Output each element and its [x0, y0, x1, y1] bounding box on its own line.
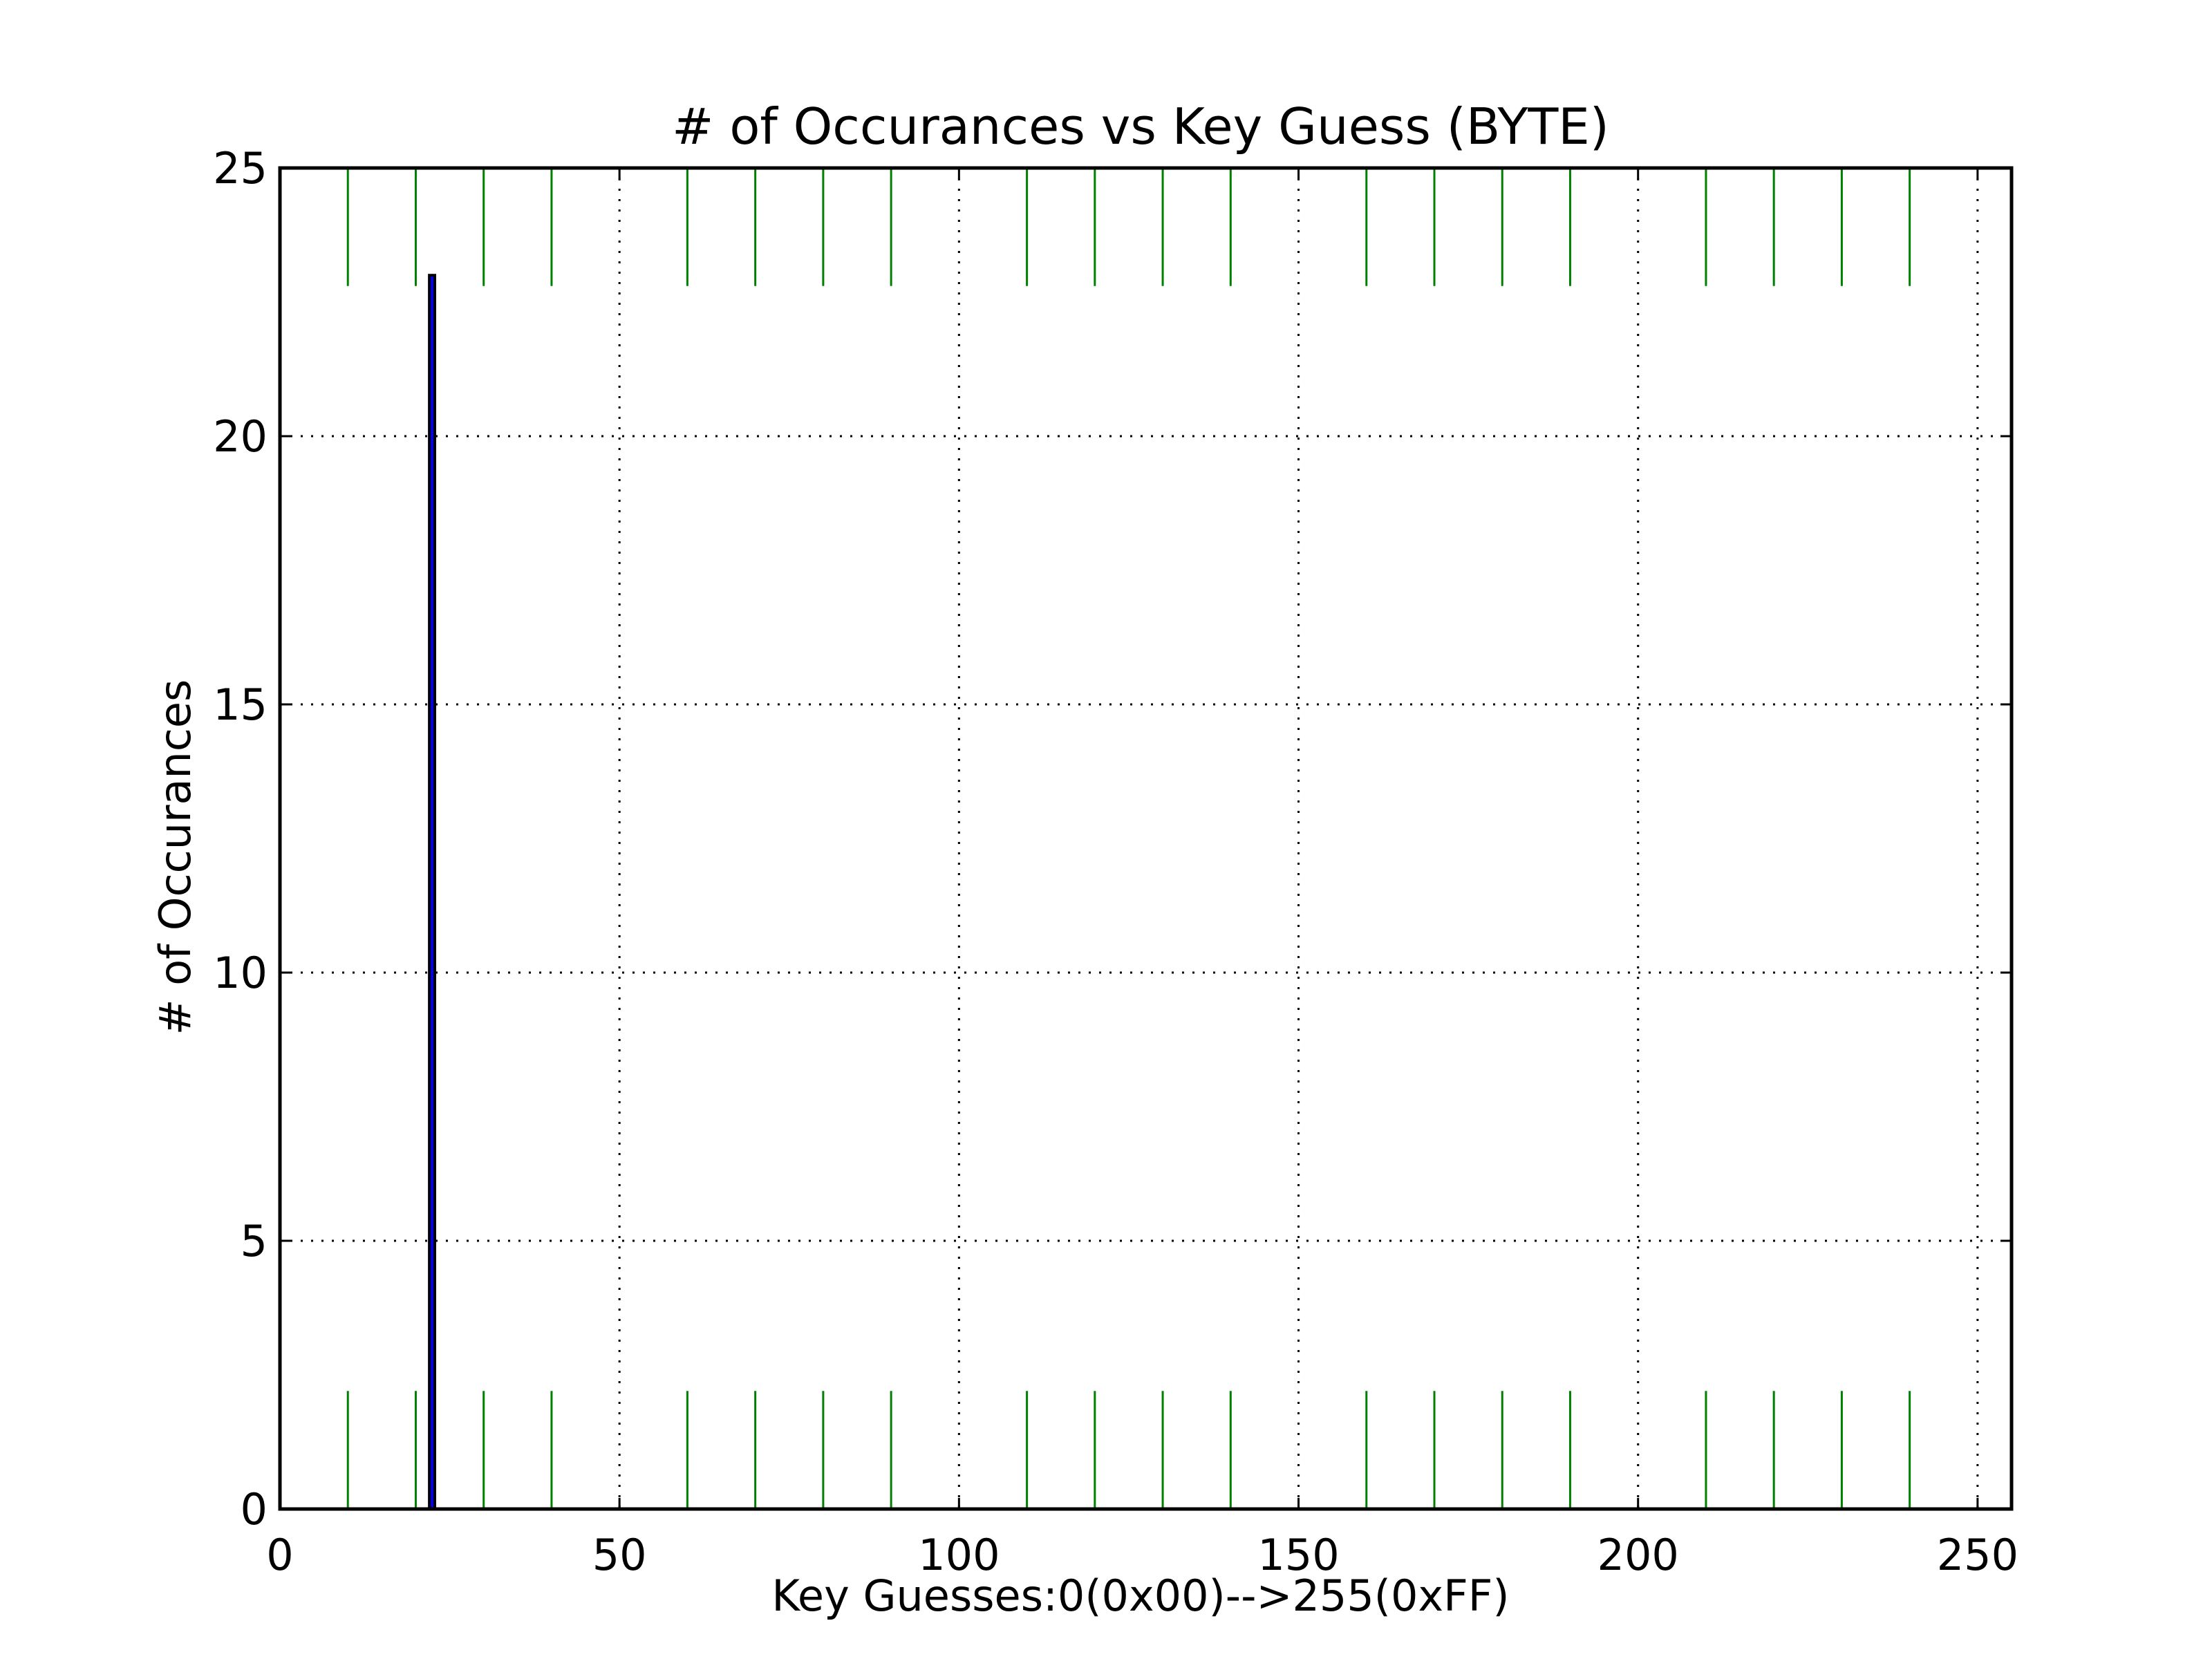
y-tick-label: 20: [213, 411, 268, 462]
y-tick-label: 5: [241, 1216, 268, 1266]
bar: [428, 274, 436, 1511]
y-tick-label: 25: [213, 143, 268, 194]
y-tick-label: 0: [241, 1484, 268, 1535]
x-axis-label: Key Guesses:0(0x00)-->255(0xFF): [771, 1571, 1509, 1621]
grid-layer: [280, 168, 2012, 1509]
x-tick-label: 100: [918, 1530, 1000, 1580]
y-axis-label: # of Occurances: [150, 679, 200, 1035]
x-tick-label: 50: [592, 1530, 647, 1580]
x-tick-label: 200: [1597, 1530, 1679, 1580]
x-tick-label: 250: [1937, 1530, 2018, 1580]
reference-lines: [346, 168, 1911, 1509]
x-tick-label: 150: [1257, 1530, 1339, 1580]
bars: [428, 274, 436, 1511]
y-tick-label: 10: [213, 948, 268, 998]
plot-frame: [278, 166, 2014, 1511]
x-tick-label: 0: [266, 1530, 293, 1580]
y-tick-label: 15: [213, 679, 268, 730]
chart-title: # of Occurances vs Key Guess (BYTE): [672, 97, 1609, 156]
